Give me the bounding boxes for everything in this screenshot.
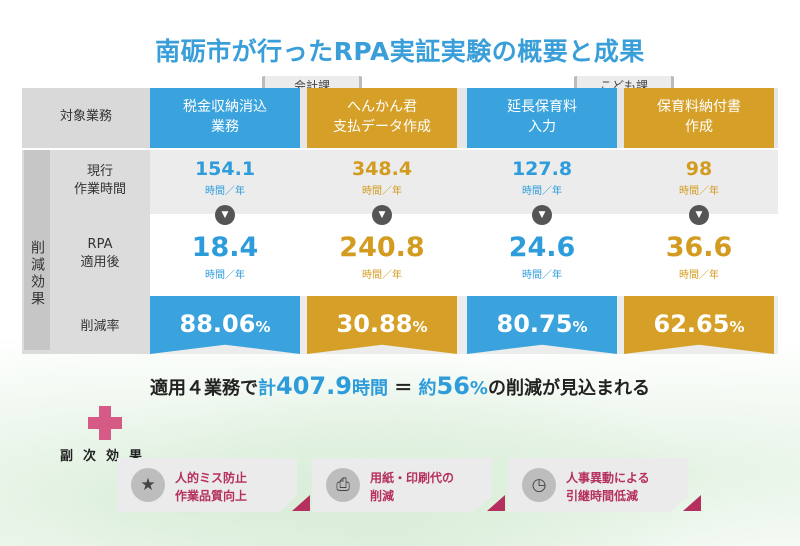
page-title: 南砺市が行ったRPA実証実験の概要と成果	[155, 37, 645, 66]
summary-suffix: の削減が見込まれる	[487, 378, 650, 399]
rate-box-1: 88.06%	[150, 296, 300, 354]
down-arrow-icon: ▼	[215, 205, 235, 225]
side-effect-card-3: ◷ 人事異動による 引継時間低減	[508, 458, 688, 512]
percent-sign: %	[412, 318, 428, 336]
side-effect-card-2: ⎙ 用紙・印刷代の 削減	[312, 458, 492, 512]
summary-hours-unit: 時間	[351, 378, 388, 399]
effect-group-label: 削減効果	[24, 150, 50, 350]
current-row-label: 現行 作業時間	[73, 164, 126, 197]
task-head-4: 保育料納付書 作成	[624, 88, 774, 148]
task-label-cell	[22, 88, 150, 148]
rpa-value-4: 36.6	[665, 232, 733, 263]
current-unit-3: 時間／年	[522, 186, 562, 197]
current-unit-1: 時間／年	[205, 186, 245, 197]
side-effect-card-1: ★ 人的ミス防止 作業品質向上	[117, 458, 297, 512]
current-value-1: 154.1	[194, 158, 256, 180]
rate-value-3: 80.75	[496, 310, 573, 338]
percent-sign: %	[255, 318, 271, 336]
percent-sign: %	[729, 318, 745, 336]
rpa-value-1: 18.4	[191, 232, 259, 263]
summary-kei: 計	[258, 378, 277, 399]
summary-pct-sign: %	[469, 378, 488, 399]
summary-prefix: 適用４業務で	[150, 378, 259, 399]
rpa-unit-3: 時間／年	[522, 270, 562, 281]
rpa-unit-2: 時間／年	[362, 270, 402, 281]
rate-row-label: 削減率	[80, 319, 120, 334]
rate-box-3: 80.75%	[467, 296, 617, 354]
rpa-row-label: RPA 適用後	[80, 237, 120, 270]
down-arrow-icon: ▼	[532, 205, 552, 225]
rpa-unit-4: 時間／年	[679, 270, 719, 281]
side-effect-text-3: 人事異動による 引継時間低減	[566, 471, 650, 503]
side-effect-text-2: 用紙・印刷代の 削減	[370, 471, 455, 503]
rate-value-1: 88.06	[179, 310, 256, 338]
rate-value-2: 30.88	[336, 310, 413, 338]
down-arrow-icon: ▼	[689, 205, 709, 225]
current-unit-4: 時間／年	[679, 186, 719, 197]
summary-pct: 56	[436, 372, 470, 400]
rpa-value-2: 240.8	[339, 232, 425, 263]
summary-line: 適用４業務で計407.9時間 ＝ 約56%の削減が見込まれる	[0, 372, 800, 400]
summary-hours: 407.9	[276, 372, 352, 400]
rate-box-2: 30.88%	[307, 296, 457, 354]
summary-equals: ＝	[387, 378, 419, 399]
rpa-value-3: 24.6	[508, 232, 576, 263]
printer-icon: ⎙	[326, 468, 360, 502]
down-arrow-icon: ▼	[372, 205, 392, 225]
rate-value-4: 62.65	[653, 310, 730, 338]
percent-sign: %	[572, 318, 588, 336]
current-unit-2: 時間／年	[362, 186, 402, 197]
plus-cross-icon	[88, 406, 122, 440]
current-value-4: 98	[685, 158, 713, 180]
summary-yaku: 約	[418, 378, 437, 399]
current-value-2: 348.4	[351, 158, 413, 180]
task-head-3: 延長保育料 入力	[467, 88, 617, 148]
current-value-3: 127.8	[511, 158, 573, 180]
side-effect-text-1: 人的ミス防止 作業品質向上	[175, 471, 248, 503]
task-head-2: へんかん君 支払データ作成	[307, 88, 457, 148]
rpa-unit-1: 時間／年	[205, 270, 245, 281]
rate-box-4: 62.65%	[624, 296, 774, 354]
star-icon: ★	[131, 468, 165, 502]
task-head-1: 税金収納消込 業務	[150, 88, 300, 148]
stopwatch-icon: ◷	[522, 468, 556, 502]
task-row-label: 対象業務	[59, 109, 112, 124]
